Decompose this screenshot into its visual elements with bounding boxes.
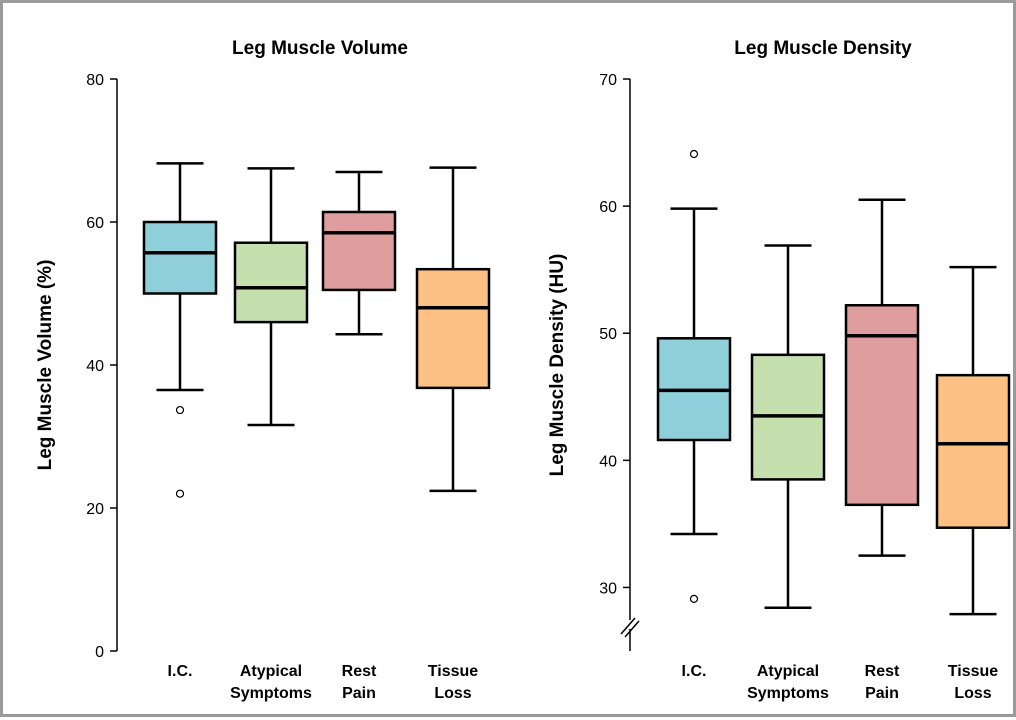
x-category-label: Pain: [342, 685, 376, 702]
y-tick-label: 40: [86, 358, 104, 375]
chart-panel-2: Leg Muscle Density Leg Muscle Density (HU…: [547, 38, 1011, 702]
y-axis-label: Leg Muscle Volume (%): [35, 260, 56, 471]
x-category-label: Tissue: [428, 663, 479, 680]
box-iqr: [142, 220, 218, 295]
y-tick-label: 0: [95, 644, 104, 661]
y-tick-label: 30: [599, 580, 617, 597]
outlier-point: [175, 489, 185, 498]
x-category-label: Atypical: [240, 663, 302, 680]
y-tick-label: 80: [86, 72, 104, 89]
outlier-point: [175, 405, 185, 415]
x-category-label: Loss: [434, 685, 471, 702]
box-iqr: [844, 304, 920, 507]
y-tick-label: 60: [86, 215, 104, 232]
x-category-label: Tissue: [948, 663, 999, 680]
x-category-label: I.C.: [168, 663, 193, 680]
x-category-label: Atypical: [757, 663, 819, 680]
box-iqr: [415, 267, 491, 390]
y-axis-label: Leg Muscle Density (HU): [547, 254, 568, 477]
box-group: [935, 265, 1011, 616]
box-group: [142, 162, 218, 498]
box-iqr: [935, 373, 1011, 529]
axis-break-mark: [624, 620, 640, 638]
box-iqr: [233, 241, 309, 324]
x-category-label: I.C.: [682, 663, 707, 680]
x-category-label: Symptoms: [230, 685, 312, 702]
box-iqr: [321, 210, 397, 292]
box-group: [321, 170, 397, 336]
box-group: [233, 167, 309, 427]
x-category-label: Rest: [865, 663, 900, 680]
y-tick-label: 50: [599, 326, 617, 343]
y-tick-label: 70: [599, 72, 617, 89]
y-tick-label: 20: [86, 501, 104, 518]
box-group: [844, 198, 920, 557]
x-category-label: Rest: [342, 663, 377, 680]
chart-title: Leg Muscle Volume: [232, 38, 408, 59]
x-category-label: Loss: [954, 685, 991, 702]
x-category-label: Symptoms: [747, 685, 829, 702]
box-group: [415, 166, 491, 493]
x-category-label: Pain: [865, 685, 899, 702]
axis-break-mark: [620, 617, 636, 635]
outlier-point: [689, 594, 699, 603]
chart-title: Leg Muscle Density: [734, 38, 912, 59]
y-tick-label: 60: [599, 199, 617, 216]
outlier-point: [689, 149, 699, 159]
y-tick-label: 40: [599, 453, 617, 470]
box-group: [750, 244, 826, 610]
box-group: [656, 149, 732, 603]
chart-panel-1: Leg Muscle Volume Leg Muscle Volume (%) 0 2…: [35, 38, 491, 702]
box-plot-figure: Leg Muscle Volume Leg Muscle Volume (%) 0 2…: [35, 38, 1011, 702]
